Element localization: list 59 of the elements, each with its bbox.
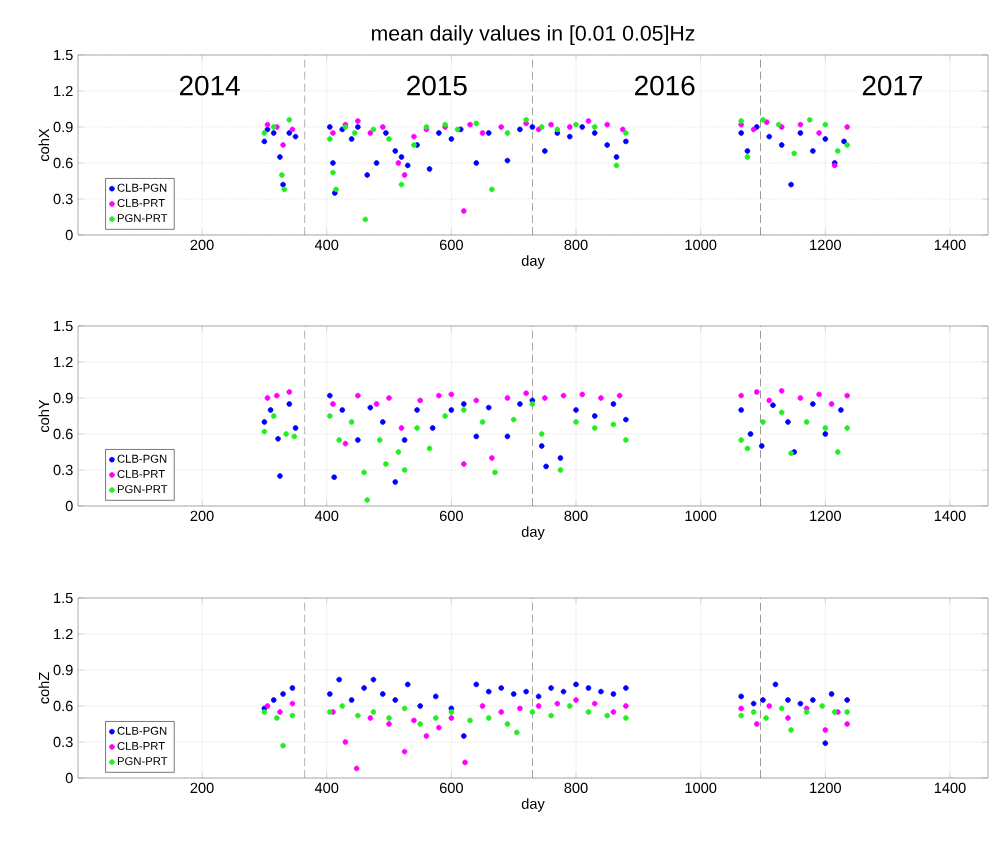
y-axis-title: cohY [38,399,50,433]
y-tick-label: 0.9 [53,664,73,676]
y-tick-label: 1.2 [54,85,73,97]
x-tick-label: 1200 [810,510,841,522]
x-tick-label: 1200 [810,782,841,794]
legend-label: CLB-PGN [117,726,167,735]
annotation: 2016 [635,75,695,96]
x-tick-label: 1200 [810,239,841,251]
legend-label: PGN-PRT [117,485,168,494]
x-tick-label: 600 [439,782,463,794]
x-axis-title: day [521,255,545,269]
x-axis-title: day [521,526,545,540]
y-tick-label: 1.5 [54,49,73,61]
y-tick-label: 0.3 [53,193,73,205]
y-axis-title: cohZ [38,672,50,704]
x-tick-label: 600 [439,239,463,251]
x-tick-label: 400 [314,782,339,794]
y-tick-label: 1.2 [54,356,73,368]
y-tick-label: 0 [65,772,73,784]
legend-label: CLB-PGN [117,454,167,463]
annotation: 2017 [862,75,923,96]
legend-label: CLB-PRT [117,469,165,478]
x-tick-label: 200 [190,510,214,522]
x-tick-label: 800 [564,239,588,251]
y-tick-label: 0.9 [53,392,73,404]
x-tick-label: 600 [439,510,463,522]
y-tick-label: 1.5 [54,592,73,604]
legend-label: PGN-PRT [117,214,168,223]
x-tick-label: 1000 [685,782,717,794]
x-tick-label: 800 [564,510,588,522]
x-tick-label: 400 [314,510,339,522]
legend-label: CLB-PGN [117,183,167,192]
y-tick-label: 0 [65,500,73,512]
x-tick-label: 1000 [685,239,717,251]
y-axis-title: cohX [38,128,50,162]
x-tick-label: 1400 [934,782,966,794]
chart-title: mean daily values in [0.01 0.05]Hz [371,25,695,45]
x-tick-label: 1400 [934,239,966,251]
legend-label: PGN-PRT [117,757,168,766]
x-tick-label: 800 [564,782,588,794]
x-tick-label: 400 [314,239,339,251]
y-tick-label: 0.6 [53,157,73,169]
y-tick-label: 0.3 [53,736,73,748]
x-tick-label: 200 [190,239,214,251]
x-tick-label: 1000 [685,510,717,522]
y-tick-label: 0 [65,229,73,241]
y-tick-label: 0.6 [53,428,73,440]
legend-label: CLB-PRT [117,741,165,750]
y-tick-label: 0.9 [53,121,73,133]
x-axis-title: day [521,798,545,812]
y-tick-label: 1.2 [54,628,73,640]
x-tick-label: 1400 [934,510,966,522]
annotation: 2015 [407,75,467,96]
y-tick-label: 0.3 [53,464,73,476]
y-tick-label: 0.6 [53,700,73,712]
annotation: 2014 [179,75,240,96]
x-tick-label: 200 [190,782,214,794]
y-tick-label: 1.5 [54,320,73,332]
legend-label: CLB-PRT [117,198,165,207]
